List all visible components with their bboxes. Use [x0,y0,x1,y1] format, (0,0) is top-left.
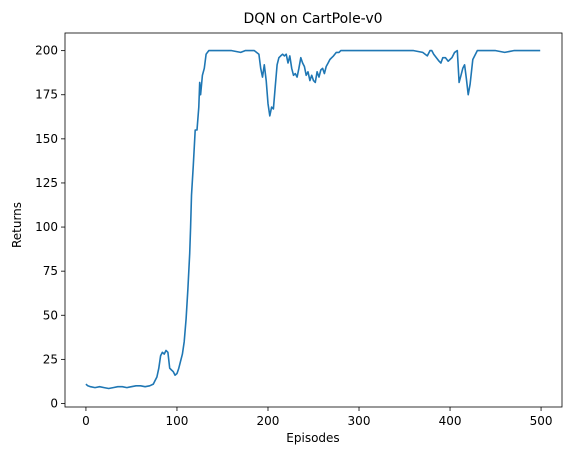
y-axis-title: Returns [10,202,24,248]
plot-frame [64,32,563,408]
x-tick-label: 100 [166,414,189,428]
y-tick-label: 175 [35,88,58,102]
x-axis-title: Episodes [286,431,339,445]
series-line [85,49,541,390]
y-tick-label: 75 [43,264,58,278]
y-tick-label: 150 [35,132,58,146]
x-tick-label: 200 [257,414,280,428]
y-tick-label: 100 [35,220,58,234]
y-tick-label: 50 [43,308,58,322]
y-tick-label: 200 [35,44,58,58]
y-tick-label: 25 [43,352,58,366]
chart-title: DQN on CartPole-v0 [243,11,382,27]
x-tick-label: 400 [439,414,462,428]
x-tick-label: 500 [530,414,553,428]
x-axis: 0 100 200 300 400 500 [82,407,553,428]
x-tick-label: 300 [348,414,371,428]
y-tick-label: 0 [50,396,58,410]
y-axis: 0 25 50 75 100 125 150 175 200 [35,44,65,410]
x-tick-label: 0 [82,414,90,428]
plot-area [85,49,541,390]
y-tick-label: 125 [35,176,58,190]
